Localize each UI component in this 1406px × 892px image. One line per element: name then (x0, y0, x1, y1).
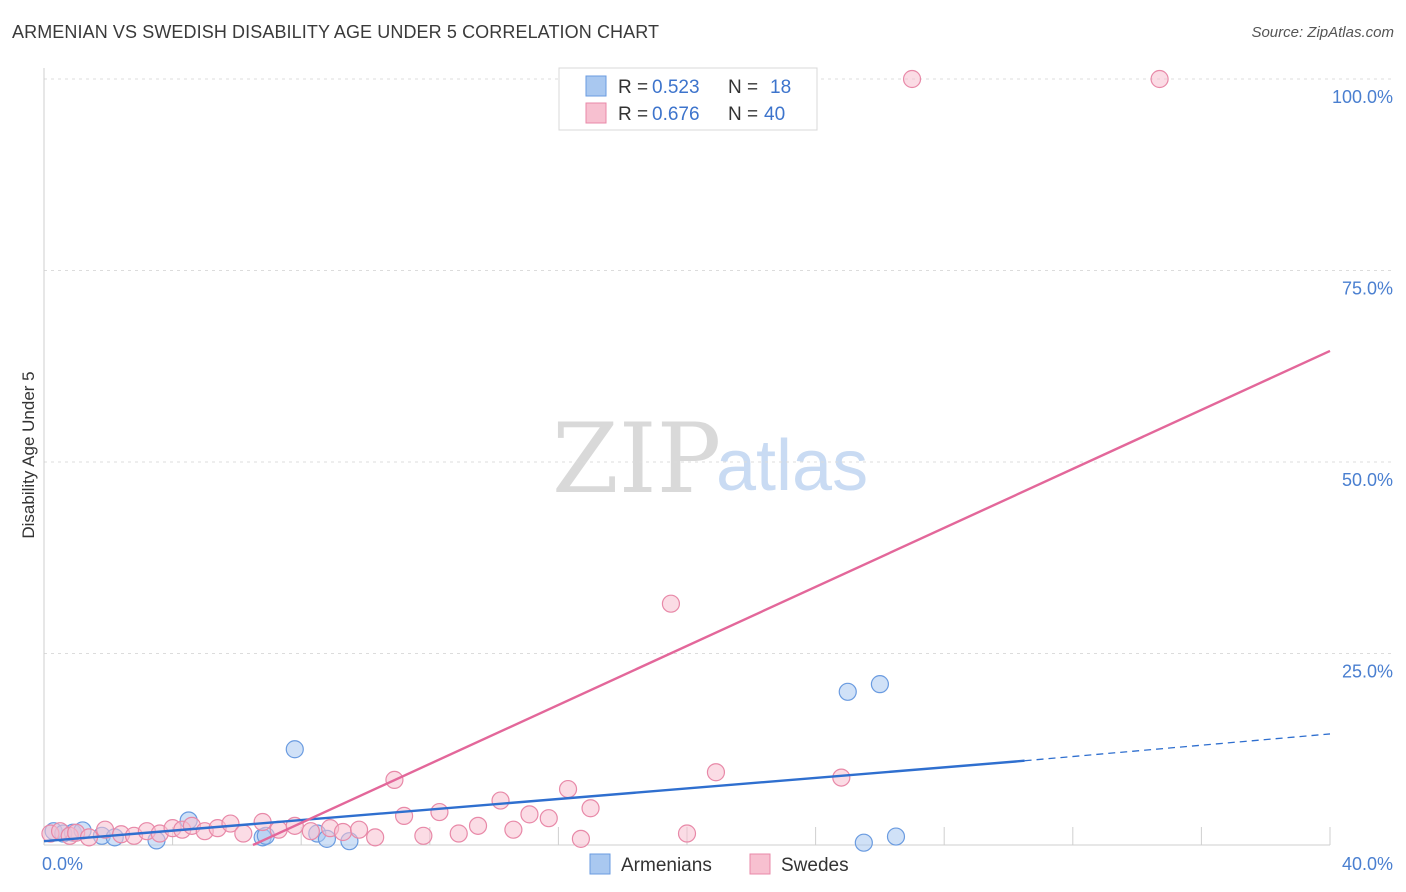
point-swedes (504, 820, 523, 839)
point-armenians (838, 682, 857, 701)
point-swedes (221, 814, 240, 833)
legend-n-label-swedes: N = (728, 104, 758, 125)
point-armenians (854, 833, 873, 852)
legend-swatch-armenians (585, 75, 607, 97)
point-armenians (886, 827, 906, 846)
bottom-legend-swatch-swedes (749, 853, 771, 875)
point-swedes (449, 824, 468, 843)
legend-n-value-swedes: 40 (764, 104, 785, 125)
legend-n-label-armenians: N = (728, 77, 758, 98)
legend-r-label-armenians: R = (618, 77, 648, 98)
y-axis-label: Disability Age Under 5 (19, 371, 38, 538)
point-swedes (366, 828, 385, 847)
point-swedes (414, 826, 433, 845)
chart-title: ARMENIAN VS SWEDISH DISABILITY AGE UNDER… (12, 22, 660, 42)
y-tick-label: 50.0% (1342, 470, 1393, 490)
watermark-atlas: atlas (716, 426, 868, 506)
legend-r-value-armenians: 0.523 (652, 77, 700, 98)
legend: R = 0.523 N = 18 R = 0.676 N = 40 (558, 67, 818, 131)
trend-lines (43, 349, 1331, 847)
point-swedes (234, 824, 253, 843)
trend-line-dashed-armenians (1024, 733, 1331, 762)
point-swedes (520, 805, 539, 824)
trend-line-armenians (43, 759, 1025, 843)
point-swedes (349, 820, 369, 839)
legend-swatch-swedes (585, 102, 607, 124)
point-swedes (661, 594, 681, 613)
bottom-legend-swatch-armenians (589, 853, 611, 875)
point-swedes (539, 809, 558, 828)
legend-r-value-swedes: 0.676 (652, 104, 700, 125)
legend-r-label-swedes: R = (618, 104, 648, 125)
bottom-legend-label-armenians: Armenians (621, 855, 712, 876)
source-label: Source: ZipAtlas.com (1251, 24, 1394, 41)
y-tick-label: 100.0% (1332, 87, 1393, 107)
point-swedes (558, 779, 578, 799)
legend-n-value-armenians: 18 (770, 77, 791, 98)
point-armenians (870, 675, 890, 694)
point-swedes (902, 69, 922, 89)
point-swedes (832, 768, 851, 787)
point-swedes (333, 822, 353, 842)
point-swedes (491, 791, 510, 810)
trend-line-swedes (252, 349, 1331, 847)
bottom-legend: Armenians Swedes (589, 853, 849, 876)
point-swedes (677, 824, 697, 843)
y-tick-label: 25.0% (1342, 662, 1393, 682)
point-swedes (1150, 69, 1169, 89)
point-swedes (301, 822, 320, 841)
y-tick-label: 75.0% (1342, 279, 1393, 299)
bottom-legend-label-swedes: Swedes (781, 855, 849, 876)
x-tick-label: 40.0% (1342, 854, 1393, 874)
point-swedes (706, 763, 726, 782)
x-tick-label: 0.0% (42, 854, 83, 874)
point-swedes (430, 802, 449, 822)
point-swedes (581, 799, 600, 818)
grid-lines (44, 78, 1392, 654)
point-swedes (468, 816, 488, 835)
point-swedes (571, 829, 591, 848)
watermark-zip: ZIP (552, 403, 721, 515)
point-armenians (285, 740, 304, 759)
point-swedes (394, 806, 414, 825)
